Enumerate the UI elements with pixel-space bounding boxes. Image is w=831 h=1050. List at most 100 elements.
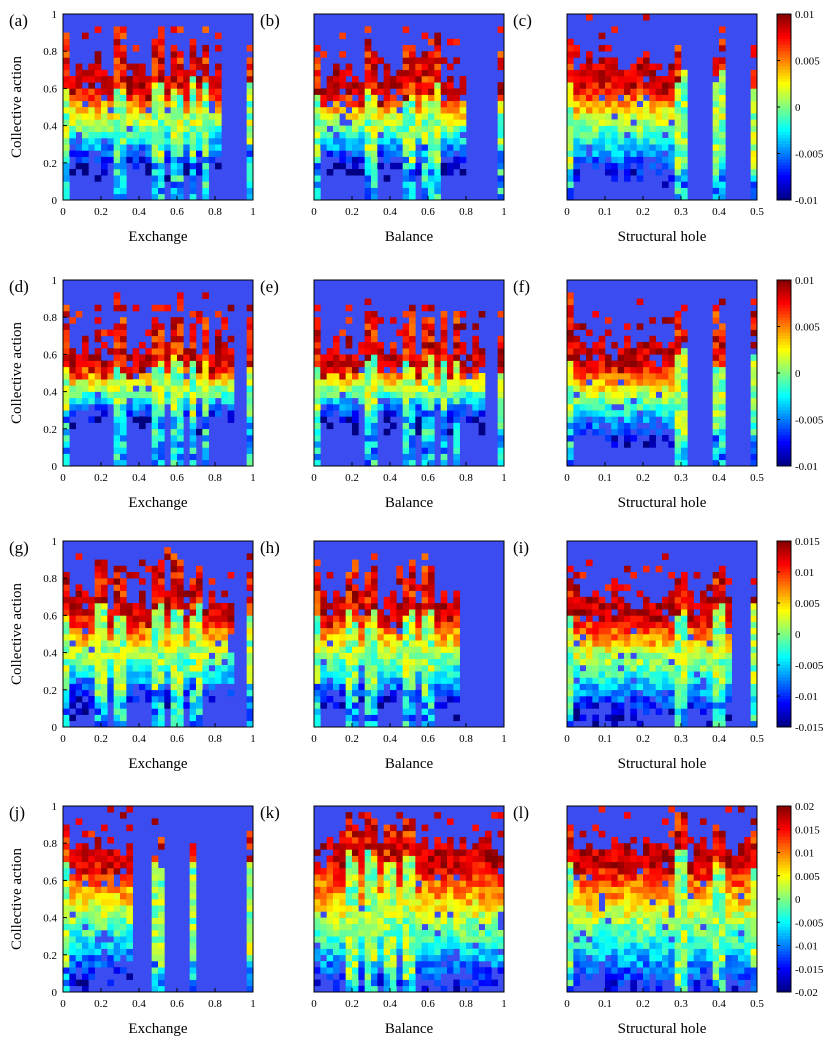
colorbar-segment <box>777 550 791 554</box>
heatmap-cell <box>636 621 644 629</box>
heatmap-cell <box>314 82 321 89</box>
heatmap-cell <box>655 119 663 126</box>
colorbar-tick-label: -0.01 <box>795 691 818 703</box>
heatmap-cell <box>177 658 184 666</box>
heatmap-cell <box>700 658 707 666</box>
heatmap-cell <box>82 843 89 850</box>
heatmap-cell <box>636 428 644 436</box>
heatmap-cell <box>107 646 114 653</box>
heatmap-cell <box>126 354 133 361</box>
heatmap-cell <box>120 621 127 629</box>
heatmap-cell <box>145 373 152 380</box>
heatmap-cell <box>567 578 574 585</box>
heatmap-cell <box>139 373 146 380</box>
heatmap-cell <box>333 94 340 102</box>
heatmap-cell <box>120 100 127 108</box>
heatmap-cell <box>681 175 688 182</box>
heatmap-cell <box>177 187 184 195</box>
heatmap-cell <box>120 689 127 697</box>
heatmap-cell <box>421 453 429 461</box>
heatmap-cell <box>579 348 587 355</box>
heatmap-cell <box>120 138 127 145</box>
heatmap-cell <box>592 683 599 691</box>
heatmap-cell <box>364 435 372 442</box>
heatmap-cell <box>750 156 758 164</box>
heatmap-cell <box>674 677 682 684</box>
heatmap-cell <box>82 596 89 604</box>
heatmap-cell <box>196 640 203 647</box>
heatmap-cell <box>177 94 184 102</box>
colorbar-segment <box>777 717 791 722</box>
heatmap-cell <box>649 634 656 641</box>
heatmap-cell <box>364 193 372 201</box>
heatmap-cell <box>662 107 669 114</box>
x-tick-label: 0 <box>564 206 570 218</box>
heatmap-cell <box>101 385 108 392</box>
heatmap-cell <box>383 385 391 392</box>
heatmap-cell <box>750 125 758 133</box>
heatmap-cell <box>82 391 89 399</box>
heatmap-cell <box>725 603 732 610</box>
heatmap-cell <box>371 665 378 672</box>
heatmap-cell <box>358 671 365 678</box>
heatmap-cell <box>94 144 102 151</box>
heatmap-cell <box>221 360 228 368</box>
heatmap-cell <box>69 671 76 678</box>
heatmap-cell <box>151 665 159 672</box>
x-tick-label: 1 <box>501 472 507 484</box>
heatmap-cell <box>712 391 720 399</box>
heatmap-cell <box>472 342 479 349</box>
heatmap-cell <box>415 621 422 629</box>
x-tick-label: 0.3 <box>674 206 688 218</box>
heatmap-cell <box>598 76 606 83</box>
heatmap-cell <box>320 627 327 635</box>
heatmap-cell <box>120 169 127 176</box>
heatmap-cell <box>69 94 76 102</box>
heatmap-cell <box>605 360 612 368</box>
heatmap-cell <box>719 150 726 157</box>
heatmap-cell <box>113 391 121 399</box>
heatmap-cell <box>668 94 675 102</box>
heatmap-cell <box>75 874 83 881</box>
heatmap-cell <box>428 422 435 430</box>
heatmap-cell <box>383 373 391 380</box>
heatmap-cell <box>113 609 121 616</box>
heatmap-cell <box>586 677 593 684</box>
heatmap-cell <box>598 627 606 635</box>
heatmap-cell <box>624 615 631 622</box>
heatmap-cell <box>177 193 184 201</box>
heatmap-cell <box>668 621 675 629</box>
heatmap-cell <box>170 565 178 573</box>
heatmap-cell <box>158 113 165 120</box>
heatmap-cell <box>402 652 410 660</box>
heatmap-cell <box>364 696 372 703</box>
heatmap-cell <box>687 615 694 622</box>
heatmap-cell <box>434 683 441 691</box>
heatmap-cell <box>428 181 435 188</box>
heatmap-cell <box>358 652 365 660</box>
heatmap-cell <box>177 119 184 126</box>
heatmap-cell <box>421 69 429 77</box>
heatmap-cell <box>75 88 83 95</box>
heatmap-cell <box>674 342 682 349</box>
heatmap-cell <box>183 646 190 653</box>
heatmap-cell <box>396 658 403 666</box>
heatmap-cell <box>390 82 397 89</box>
heatmap-cell <box>415 88 422 95</box>
heatmap-cell <box>624 150 631 157</box>
heatmap-cell <box>164 113 171 120</box>
heatmap-cell <box>75 665 83 672</box>
heatmap-cell <box>158 689 165 697</box>
heatmap-cell <box>326 379 334 386</box>
heatmap-cell <box>75 82 83 89</box>
heatmap-cell <box>409 51 416 58</box>
heatmap-cell <box>101 100 108 108</box>
heatmap-cell <box>624 416 631 423</box>
heatmap-cell <box>352 658 359 666</box>
heatmap-cell <box>94 961 102 968</box>
heatmap-cell <box>611 634 618 641</box>
heatmap-cell <box>624 323 631 330</box>
heatmap-cell <box>145 100 152 108</box>
heatmap-cell <box>189 422 197 430</box>
